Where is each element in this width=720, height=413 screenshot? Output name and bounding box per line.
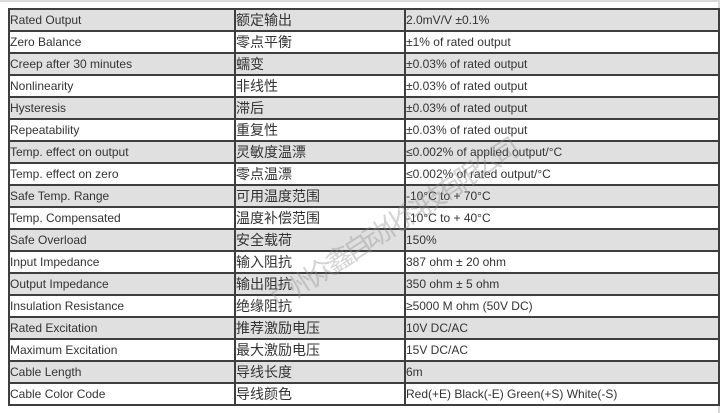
- table-row: Insulation Resistance 绝缘阻抗 ≥5000 M ohm (…: [8, 294, 720, 318]
- table-row: Maximum Excitation 最大激励电压 15V DC/AC: [8, 338, 720, 362]
- table-row: Rated Excitation 推荐激励电压 10V DC/AC: [8, 316, 720, 340]
- table-row: Zero Balance 零点平衡 ±1% of rated output: [8, 30, 720, 54]
- param-zh-cell: 可用温度范围: [234, 184, 406, 208]
- table-row: Nonlinearity 非线性 ±0.03% of rated output: [8, 74, 720, 98]
- param-en-cell: Cable Color Code: [8, 382, 236, 406]
- value-cell: 2.0mV/V ±0.1%: [404, 8, 720, 32]
- table-row: Output Impedance 输出阻抗 350 ohm ± 5 ohm: [8, 272, 720, 296]
- param-en-cell: Cable Length: [8, 360, 236, 384]
- value-cell: Red(+E) Black(-E) Green(+S) White(-S): [404, 382, 720, 406]
- table-row: Temp. Compensated 温度补偿范围 -10°C to + 40°C: [8, 206, 720, 230]
- param-zh-cell: 灵敏度温漂: [234, 140, 406, 164]
- param-zh-cell: 温度补偿范围: [234, 206, 406, 230]
- spec-table-body: Rated Output 额定输出 2.0mV/V ±0.1% Zero Bal…: [8, 8, 720, 406]
- value-cell: -10°C to + 40°C: [404, 206, 720, 230]
- value-cell: ±0.03% of rated output: [404, 96, 720, 120]
- param-en-cell: Repeatability: [8, 118, 236, 142]
- param-en-cell: Temp. Compensated: [8, 206, 236, 230]
- value-cell: 350 ohm ± 5 ohm: [404, 272, 720, 296]
- table-row: Temp. effect on output 灵敏度温漂 ≤0.002% of …: [8, 140, 720, 164]
- param-zh-cell: 额定输出: [234, 8, 406, 32]
- param-zh-cell: 推荐激励电压: [234, 316, 406, 340]
- param-zh-cell: 重复性: [234, 118, 406, 142]
- value-cell: 6m: [404, 360, 720, 384]
- param-en-cell: Maximum Excitation: [8, 338, 236, 362]
- param-en-cell: Input Impedance: [8, 250, 236, 274]
- param-zh-cell: 安全载荷: [234, 228, 406, 252]
- table-row: Hysteresis 滞后 ±0.03% of rated output: [8, 96, 720, 120]
- value-cell: 10V DC/AC: [404, 316, 720, 340]
- param-zh-cell: 绝缘阻抗: [234, 294, 406, 318]
- param-en-cell: Safe Temp. Range: [8, 184, 236, 208]
- param-zh-cell: 输出阻抗: [234, 272, 406, 296]
- table-row: Repeatability 重复性 ±0.03% of rated output: [8, 118, 720, 142]
- param-en-cell: Rated Excitation: [8, 316, 236, 340]
- param-zh-cell: 导线颜色: [234, 382, 406, 406]
- value-cell: ±0.03% of rated output: [404, 74, 720, 98]
- table-row: Rated Output 额定输出 2.0mV/V ±0.1%: [8, 8, 720, 32]
- param-en-cell: Temp. effect on output: [8, 140, 236, 164]
- table-row: Temp. effect on zero 零点温漂 ≤0.002% of rat…: [8, 162, 720, 186]
- param-zh-cell: 蠕变: [234, 52, 406, 76]
- page-top-edge: [0, 0, 720, 2]
- param-zh-cell: 输入阻抗: [234, 250, 406, 274]
- param-en-cell: Zero Balance: [8, 30, 236, 54]
- value-cell: 15V DC/AC: [404, 338, 720, 362]
- value-cell: ±0.03% of rated output: [404, 118, 720, 142]
- param-zh-cell: 非线性: [234, 74, 406, 98]
- param-en-cell: Safe Overload: [8, 228, 236, 252]
- param-en-cell: Output Impedance: [8, 272, 236, 296]
- value-cell: ±1% of rated output: [404, 30, 720, 54]
- param-en-cell: Nonlinearity: [8, 74, 236, 98]
- table-row: Creep after 30 minutes 蠕变 ±0.03% of rate…: [8, 52, 720, 76]
- table-row: Input Impedance 输入阻抗 387 ohm ± 20 ohm: [8, 250, 720, 274]
- table-row: Safe Overload 安全载荷 150%: [8, 228, 720, 252]
- param-zh-cell: 零点温漂: [234, 162, 406, 186]
- param-zh-cell: 最大激励电压: [234, 338, 406, 362]
- value-cell: ≤0.002% of rated output/°C: [404, 162, 720, 186]
- param-en-cell: Temp. effect on zero: [8, 162, 236, 186]
- value-cell: ≤0.002% of applied output/°C: [404, 140, 720, 164]
- spec-table-container: Rated Output 额定输出 2.0mV/V ±0.1% Zero Bal…: [8, 8, 720, 406]
- table-row: Cable Length 导线长度 6m: [8, 360, 720, 384]
- table-row: Cable Color Code 导线颜色 Red(+E) Black(-E) …: [8, 382, 720, 406]
- param-zh-cell: 滞后: [234, 96, 406, 120]
- param-en-cell: Hysteresis: [8, 96, 236, 120]
- param-zh-cell: 导线长度: [234, 360, 406, 384]
- param-en-cell: Creep after 30 minutes: [8, 52, 236, 76]
- value-cell: 387 ohm ± 20 ohm: [404, 250, 720, 274]
- page-right-edge: [718, 0, 720, 413]
- param-en-cell: Insulation Resistance: [8, 294, 236, 318]
- param-en-cell: Rated Output: [8, 8, 236, 32]
- value-cell: 150%: [404, 228, 720, 252]
- param-zh-cell: 零点平衡: [234, 30, 406, 54]
- value-cell: ±0.03% of rated output: [404, 52, 720, 76]
- value-cell: ≥5000 M ohm (50V DC): [404, 294, 720, 318]
- spec-table: Rated Output 额定输出 2.0mV/V ±0.1% Zero Bal…: [8, 8, 720, 406]
- value-cell: -10°C to + 70°C: [404, 184, 720, 208]
- table-row: Safe Temp. Range 可用温度范围 -10°C to + 70°C: [8, 184, 720, 208]
